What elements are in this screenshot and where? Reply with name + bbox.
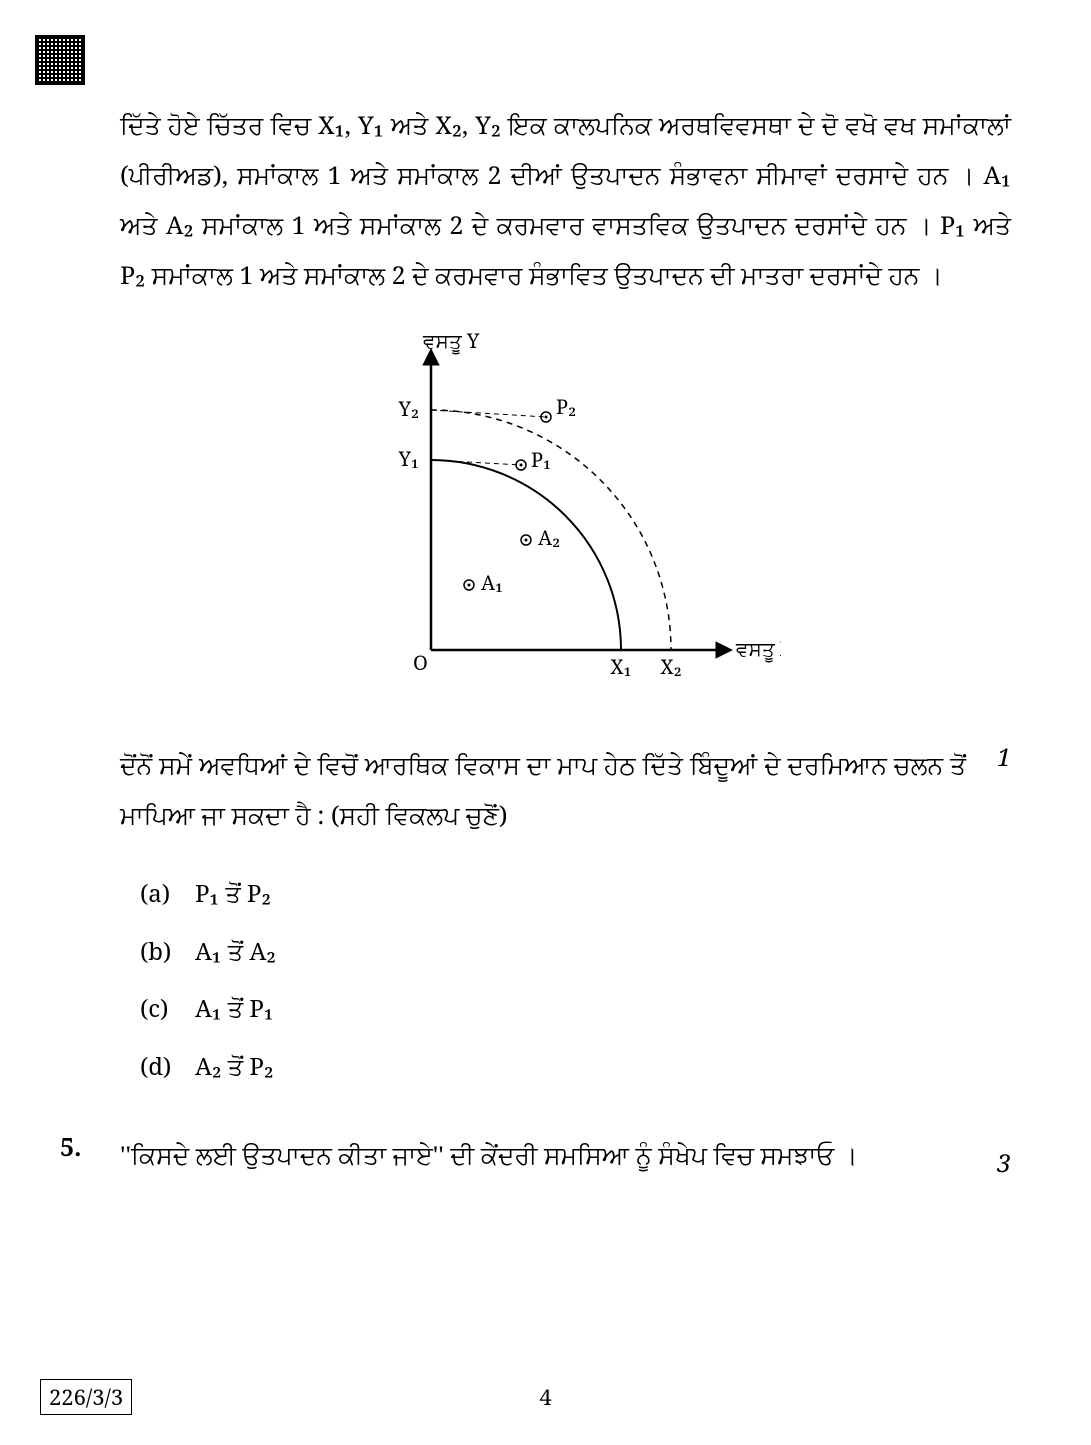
svg-text:P₁: P₁: [531, 446, 551, 473]
question-paragraph: ਦਿੱਤੇ ਹੋਏ ਚਿੱਤਰ ਵਿਚ X₁, Y₁ ਅਤੇ X₂, Y₂ ਇਕ…: [120, 100, 1011, 300]
option-label: (b): [140, 923, 195, 981]
svg-text:Y₁: Y₁: [397, 445, 419, 472]
qr-code-icon: [35, 35, 85, 85]
content-body: ਦਿੱਤੇ ਹੋਏ ਚਿੱਤਰ ਵਿਚ X₁, Y₁ ਅਤੇ X₂, Y₂ ਇਕ…: [120, 100, 1011, 1180]
svg-text:P₂: P₂: [556, 393, 576, 420]
option-row: (d)A₂ ਤੋਂ P₂: [140, 1038, 1011, 1096]
svg-text:O: O: [413, 649, 428, 676]
svg-text:Y₂: Y₂: [397, 395, 419, 422]
option-text: A₁ ਤੋਂ A₂: [195, 923, 1011, 981]
question-5-row: 5. ''ਕਿਸਦੇ ਲਈ ਉਤਪਾਦਨ ਕੀਤਾ ਜਾਏ'' ਦੀ ਕੇਂਦਰ…: [120, 1130, 1011, 1180]
option-text: P₁ ਤੋਂ P₂: [195, 865, 1011, 923]
question-5-number: 5.: [60, 1130, 120, 1164]
svg-text:X₂: X₂: [660, 653, 681, 680]
paper-code: 226/3/3: [40, 1379, 132, 1415]
question-5-text: ''ਕਿਸਦੇ ਲਈ ਉਤਪਾਦਨ ਕੀਤਾ ਜਾਏ'' ਦੀ ਕੇਂਦਰੀ ਸ…: [120, 1130, 966, 1180]
question-tail-text: ਦੋਂਨੋਂ ਸਮੇਂ ਅਵਧਿਆਂ ਦੇ ਵਿਚੋਂ ਆਰਥਿਕ ਵਿਕਾਸ …: [120, 740, 966, 840]
options-list: (a)P₁ ਤੋਂ P₂(b)A₁ ਤੋਂ A₂(c)A₁ ਤੋਂ P₁(d)A…: [140, 865, 1011, 1095]
option-label: (d): [140, 1038, 195, 1096]
svg-text:ਵਸਤੂ X: ਵਸਤੂ X: [735, 635, 781, 663]
option-label: (a): [140, 865, 195, 923]
page-footer: 226/3/3 4: [0, 1379, 1091, 1415]
diagram-container: ਵਸਤੂ Y ਵਸਤੂ X O Y₁ Y₂ X₁ X₂ P₁P₂ A₁ A₂: [120, 330, 1011, 710]
option-row: (b)A₁ ਤੋਂ A₂: [140, 923, 1011, 981]
question-5-marks: 3: [981, 1146, 1011, 1180]
svg-text:ਵਸਤੂ Y: ਵਸਤੂ Y: [422, 330, 480, 355]
option-row: (c)A₁ ਤੋਂ P₁: [140, 980, 1011, 1038]
page-number: 4: [539, 1382, 551, 1412]
option-text: A₂ ਤੋਂ P₂: [195, 1038, 1011, 1096]
svg-text:A₂: A₂: [538, 524, 560, 551]
question-marks: 1: [981, 740, 1011, 774]
option-text: A₁ ਤੋਂ P₁: [195, 980, 1011, 1038]
svg-text:A₁: A₁: [481, 569, 503, 596]
question-tail-row: ਦੋਂਨੋਂ ਸਮੇਂ ਅਵਧਿਆਂ ਦੇ ਵਿਚੋਂ ਆਰਥਿਕ ਵਿਕਾਸ …: [120, 740, 1011, 840]
option-label: (c): [140, 980, 195, 1038]
svg-text:X₁: X₁: [610, 653, 631, 680]
option-row: (a)P₁ ਤੋਂ P₂: [140, 865, 1011, 923]
ppc-diagram: ਵਸਤੂ Y ਵਸਤੂ X O Y₁ Y₂ X₁ X₂ P₁P₂ A₁ A₂: [351, 330, 781, 710]
